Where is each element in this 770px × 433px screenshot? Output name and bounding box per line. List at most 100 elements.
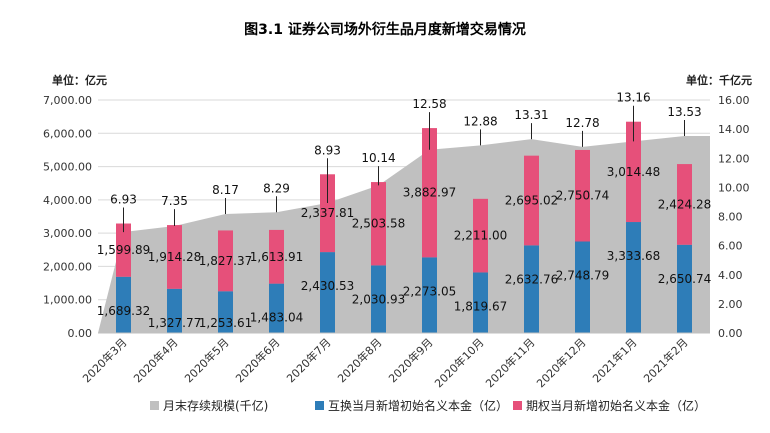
swap-value-label: 2,030.93 bbox=[352, 292, 405, 306]
chart-title: 图3.1 证券公司场外衍生品月度新增交易情况 bbox=[244, 21, 526, 38]
area-value-label: 6.93 bbox=[110, 193, 137, 207]
area-value-label: 8.29 bbox=[263, 181, 290, 195]
swap-value-label: 1,689.32 bbox=[97, 304, 150, 318]
right-axis-tick: 8.00 bbox=[718, 211, 743, 224]
x-axis-tick: 2020年12月 bbox=[533, 335, 588, 390]
option-bar bbox=[371, 182, 386, 266]
left-axis-tick: 1,000.00 bbox=[43, 294, 92, 307]
option-bar bbox=[575, 149, 590, 242]
legend-swatch bbox=[150, 401, 159, 410]
option-bar bbox=[524, 155, 539, 246]
option-bar bbox=[320, 174, 335, 253]
option-bar bbox=[473, 198, 488, 273]
option-value-label: 2,695.02 bbox=[505, 194, 558, 208]
x-axis-tick: 2020年5月 bbox=[181, 335, 231, 385]
right-axis-unit: 单位：千亿元 bbox=[686, 73, 752, 87]
right-axis-tick: 2.00 bbox=[718, 298, 743, 311]
right-axis-tick: 0.00 bbox=[718, 327, 743, 340]
swap-bar bbox=[116, 276, 131, 333]
swap-bar bbox=[167, 288, 182, 333]
legend-label: 互换当月新增初始名义本金（亿） bbox=[328, 398, 508, 413]
swap-bar bbox=[524, 245, 539, 333]
right-axis-tick: 10.00 bbox=[718, 181, 750, 194]
left-axis-tick: 2,000.00 bbox=[43, 260, 92, 273]
right-axis-tick: 4.00 bbox=[718, 269, 743, 282]
option-bar bbox=[422, 128, 437, 258]
left-axis-tick: 3,000.00 bbox=[43, 227, 92, 240]
x-axis-tick: 2020年4月 bbox=[130, 335, 180, 385]
option-value-label: 2,211.00 bbox=[454, 229, 507, 243]
swap-value-label: 2,748.79 bbox=[556, 269, 609, 283]
bar-series bbox=[116, 121, 692, 333]
option-bar bbox=[218, 230, 233, 292]
swap-bar bbox=[677, 244, 692, 333]
right-axis-tick: 16.00 bbox=[718, 94, 750, 107]
x-axis-tick: 2020年6月 bbox=[232, 335, 282, 385]
area-value-label: 8.17 bbox=[212, 183, 239, 197]
swap-bar bbox=[371, 265, 386, 333]
swap-bar bbox=[626, 222, 641, 333]
legend: 月末存续规模(千亿) 互换当月新增初始名义本金（亿） 期权当月新增初始名义本金（亿） bbox=[150, 398, 706, 413]
x-axis-tick: 2020年10月 bbox=[431, 335, 486, 390]
option-value-label: 2,750.74 bbox=[556, 189, 609, 203]
swap-value-label: 1,483.04 bbox=[250, 311, 303, 325]
x-axis-tick: 2021年2月 bbox=[640, 335, 690, 385]
area-series bbox=[98, 135, 710, 333]
legend-label: 期权当月新增初始名义本金（亿） bbox=[526, 398, 706, 413]
option-value-label: 1,613.91 bbox=[250, 250, 303, 264]
legend-swatch bbox=[513, 401, 522, 410]
option-value-label: 3,014.48 bbox=[607, 165, 660, 179]
swap-value-label: 1,819.67 bbox=[454, 299, 507, 313]
area-value-label: 10.14 bbox=[361, 151, 395, 165]
option-value-label: 2,424.28 bbox=[658, 197, 711, 211]
area-value-label: 13.16 bbox=[616, 91, 650, 105]
left-axis-tick: 5,000.00 bbox=[43, 161, 92, 174]
swap-bar bbox=[218, 291, 233, 333]
swap-value-label: 2,273.05 bbox=[403, 284, 456, 298]
swap-value-label: 2,430.53 bbox=[301, 279, 354, 293]
right-axis-tick: 12.00 bbox=[718, 152, 750, 165]
option-value-label: 3,882.97 bbox=[403, 186, 456, 200]
right-axis-tick: 6.00 bbox=[718, 240, 743, 253]
swap-value-label: 2,632.76 bbox=[505, 272, 558, 286]
option-bar bbox=[269, 229, 284, 284]
left-axis-unit: 单位：亿元 bbox=[52, 73, 107, 87]
swap-value-label: 2,650.74 bbox=[658, 272, 711, 286]
swap-bar bbox=[320, 252, 335, 333]
area-value-label: 12.58 bbox=[412, 97, 446, 111]
area-value-label: 13.53 bbox=[667, 105, 701, 119]
left-axis-tick: 4,000.00 bbox=[43, 194, 92, 207]
option-value-label: 1,914.28 bbox=[148, 250, 201, 264]
swap-value-label: 1,327.77 bbox=[148, 316, 201, 330]
swap-value-label: 3,333.68 bbox=[607, 249, 660, 263]
right-axis-tick: 14.00 bbox=[718, 123, 750, 136]
left-axis-tick: 6,000.00 bbox=[43, 127, 92, 140]
area-value-label: 8.93 bbox=[314, 143, 341, 157]
legend-swatch bbox=[315, 401, 324, 410]
option-bar bbox=[626, 121, 641, 223]
left-axis-tick: 0.00 bbox=[68, 327, 93, 340]
swap-value-label: 1,253.61 bbox=[199, 316, 252, 330]
x-axis-tick: 2020年3月 bbox=[79, 335, 129, 385]
option-bar bbox=[116, 223, 131, 277]
option-bar bbox=[677, 164, 692, 245]
left-axis-tick: 7,000.00 bbox=[43, 94, 92, 107]
x-axis-tick: 2020年11月 bbox=[482, 335, 537, 390]
data-labels: 6.93 7.35 8.17 8.29 8.93 10.14 12.58 12.88 13.31… bbox=[97, 91, 711, 330]
option-value-label: 1,827.37 bbox=[199, 254, 252, 268]
legend-label: 月末存续规模(千亿) bbox=[163, 398, 268, 413]
area-value-label: 12.88 bbox=[463, 114, 497, 128]
x-axis-tick: 2020年9月 bbox=[385, 335, 435, 385]
area-value-label: 13.31 bbox=[514, 108, 548, 122]
swap-bar bbox=[473, 272, 488, 333]
area-value-label: 12.78 bbox=[565, 116, 599, 130]
area-series-fill bbox=[98, 135, 710, 333]
x-axis-tick: 2021年1月 bbox=[589, 335, 639, 385]
area-value-label: 7.35 bbox=[161, 194, 188, 208]
x-axis-tick: 2020年8月 bbox=[334, 335, 384, 385]
swap-bar bbox=[422, 257, 437, 333]
swap-bar bbox=[575, 241, 590, 333]
option-value-label: 1,599.89 bbox=[97, 243, 150, 257]
